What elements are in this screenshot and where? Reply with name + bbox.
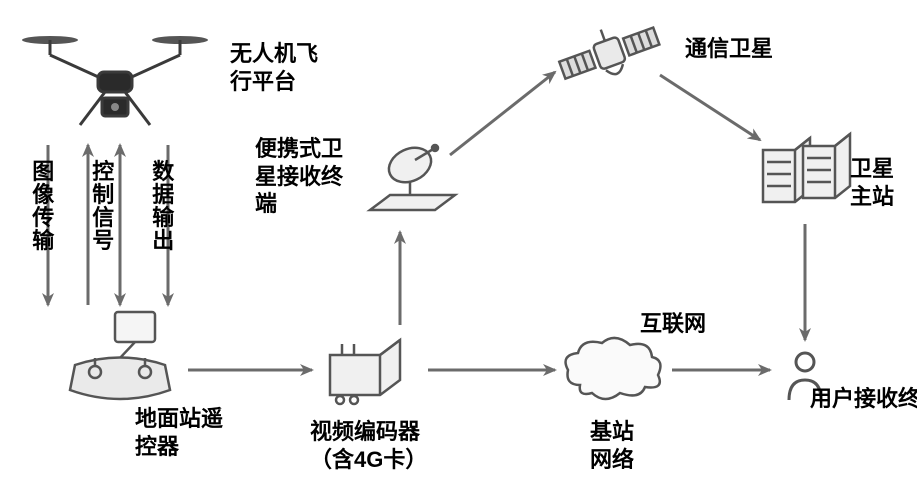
satellite-icon: [555, 10, 665, 100]
dish-icon: [365, 140, 460, 225]
master-node: [755, 130, 855, 215]
satellite-node: [555, 10, 665, 100]
vsat-node: [365, 140, 460, 225]
cloud-node: [560, 335, 665, 405]
user-label: 用户接收终端: [810, 385, 917, 413]
vlabel-image-transmission: 图像传输: [30, 160, 56, 252]
server-icon: [755, 130, 855, 215]
vsat-label: 便携式卫 星接收终 端: [255, 135, 343, 218]
master-label: 卫星 主站: [850, 155, 894, 210]
remote-node: [60, 310, 180, 410]
encoder-node: [320, 330, 415, 405]
encoder-label: 视频编码器 （含4G卡）: [310, 418, 427, 473]
cloud-bottom-label: 基站 网络: [590, 418, 634, 473]
drone-label: 无人机飞 行平台: [230, 40, 318, 95]
drone-node: [20, 20, 210, 140]
remote-icon: [60, 310, 180, 410]
cloud-icon: [560, 335, 665, 405]
vlabel-control-signal: 控制信号: [90, 160, 116, 252]
vlabel-data-output: 数据输出: [150, 160, 176, 252]
encoder-icon: [320, 330, 415, 405]
cloud-top-label: 互联网: [640, 310, 706, 338]
remote-label: 地面站遥 控器: [135, 405, 223, 460]
satellite-label: 通信卫星: [685, 35, 773, 63]
drone-icon: [20, 20, 210, 140]
